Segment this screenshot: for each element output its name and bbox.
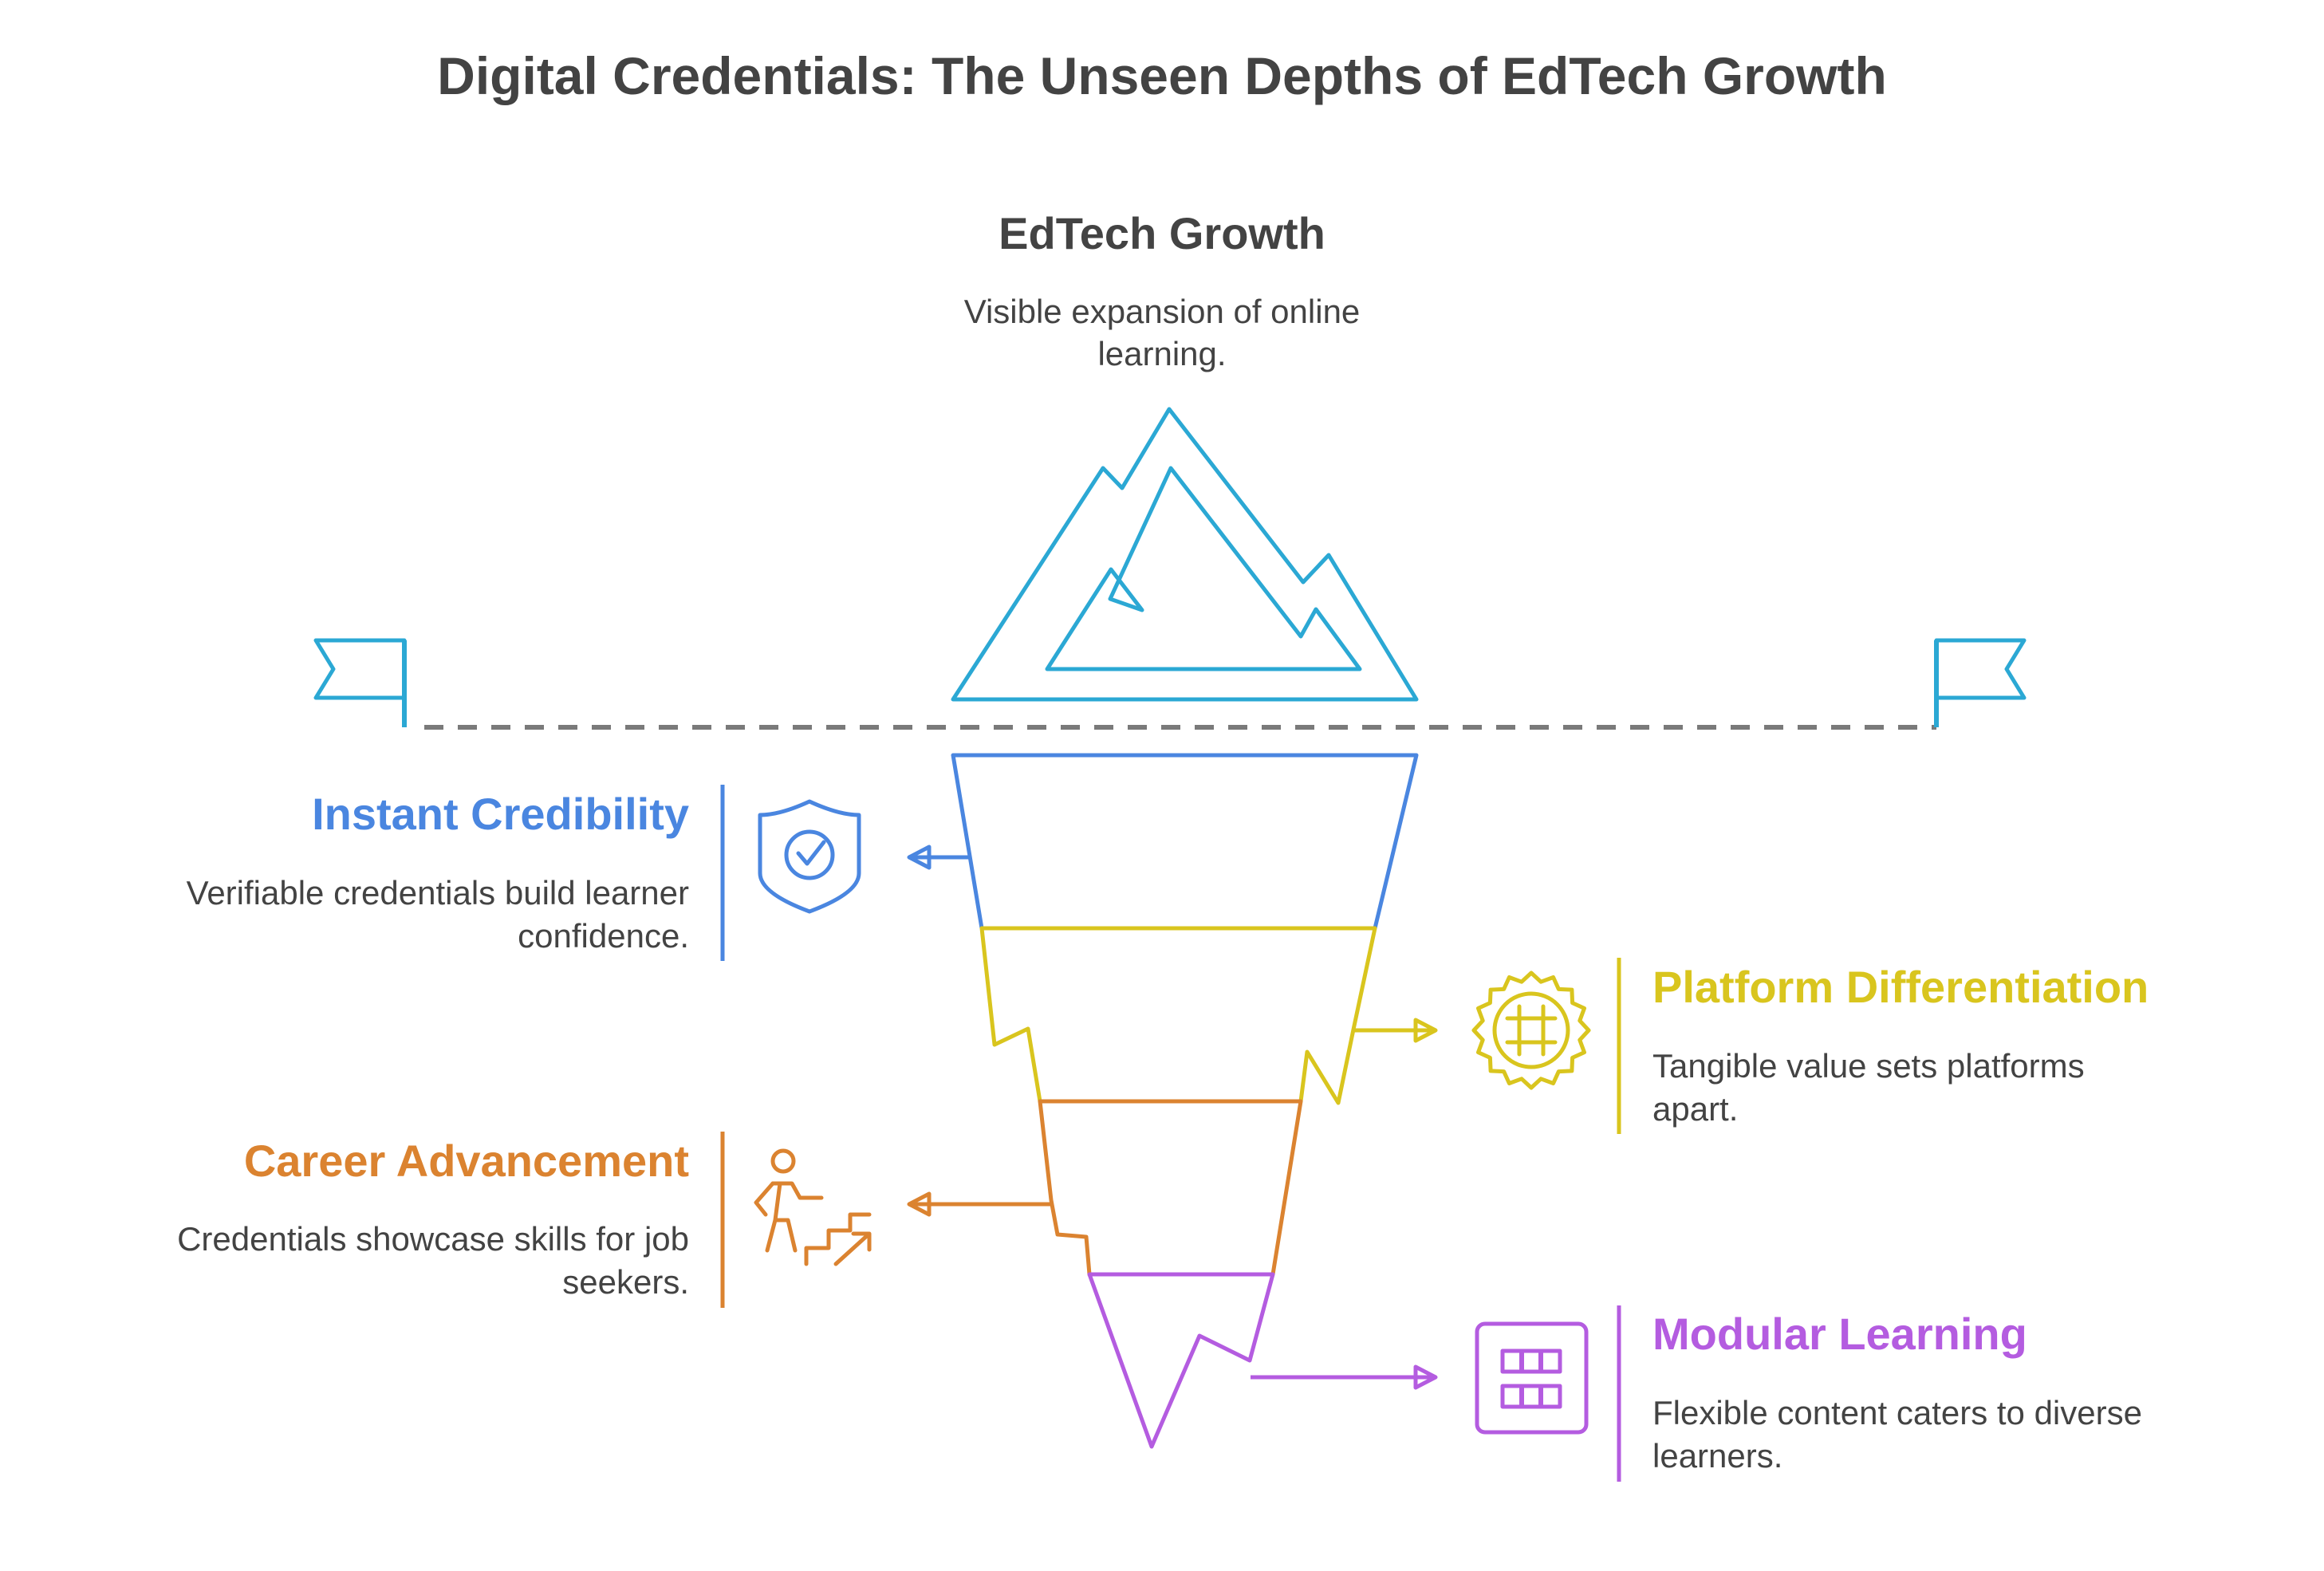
platform-differentiation-desc-line-1: Tangible value sets platforms — [1652, 1047, 2085, 1085]
layer-2-shape — [979, 926, 1377, 1105]
module-grid-icon — [1475, 1321, 1589, 1435]
left-flag-icon — [313, 638, 407, 727]
layer-1-shape — [951, 753, 1419, 931]
modular-learning-desc-line-1: Flexible content caters to diverse — [1652, 1394, 2142, 1431]
arrow-career-advancement — [907, 1191, 1053, 1217]
arrow-modular-learning — [1251, 1364, 1438, 1390]
instant-credibility-heading: Instant Credibility — [312, 789, 689, 839]
layer-3-shape — [1038, 1099, 1303, 1277]
iceberg-tip-icon — [951, 407, 1419, 702]
badge-hashtag-icon — [1471, 971, 1591, 1090]
shield-check-icon — [758, 799, 861, 914]
arrow-instant-credibility — [907, 845, 971, 870]
arrow-platform-differentiation — [1353, 1018, 1438, 1043]
platform-differentiation-desc-line-2: apart. — [1652, 1090, 1738, 1128]
career-advancement-desc-line-2: seekers. — [562, 1263, 689, 1301]
career-advancement-desc-line-1: Credentials showcase skills for job — [177, 1220, 689, 1258]
tip-heading: EdTech Growth — [999, 208, 1325, 258]
instant-credibility-desc-line-2: confidence. — [518, 917, 689, 955]
person-climbing-stairs-icon — [754, 1148, 872, 1266]
layer-4-shape — [1087, 1272, 1275, 1449]
platform-differentiation-heading: Platform Differentiation — [1652, 962, 2149, 1012]
modular-learning-desc-line-2: learners. — [1652, 1437, 1782, 1475]
tip-desc-line-1: Visible expansion of online — [964, 293, 1361, 330]
career-advancement-heading: Career Advancement — [244, 1136, 689, 1186]
right-flag-icon — [1934, 638, 2027, 727]
tip-desc-line-2: learning. — [1097, 335, 1226, 372]
page-title: Digital Credentials: The Unseen Depths o… — [437, 46, 1887, 105]
iceberg-underwater-layers — [951, 753, 1419, 1449]
instant-credibility-desc-line-1: Verifiable credentials build learner — [187, 874, 689, 911]
modular-learning-heading: Modular Learning — [1652, 1309, 2027, 1359]
